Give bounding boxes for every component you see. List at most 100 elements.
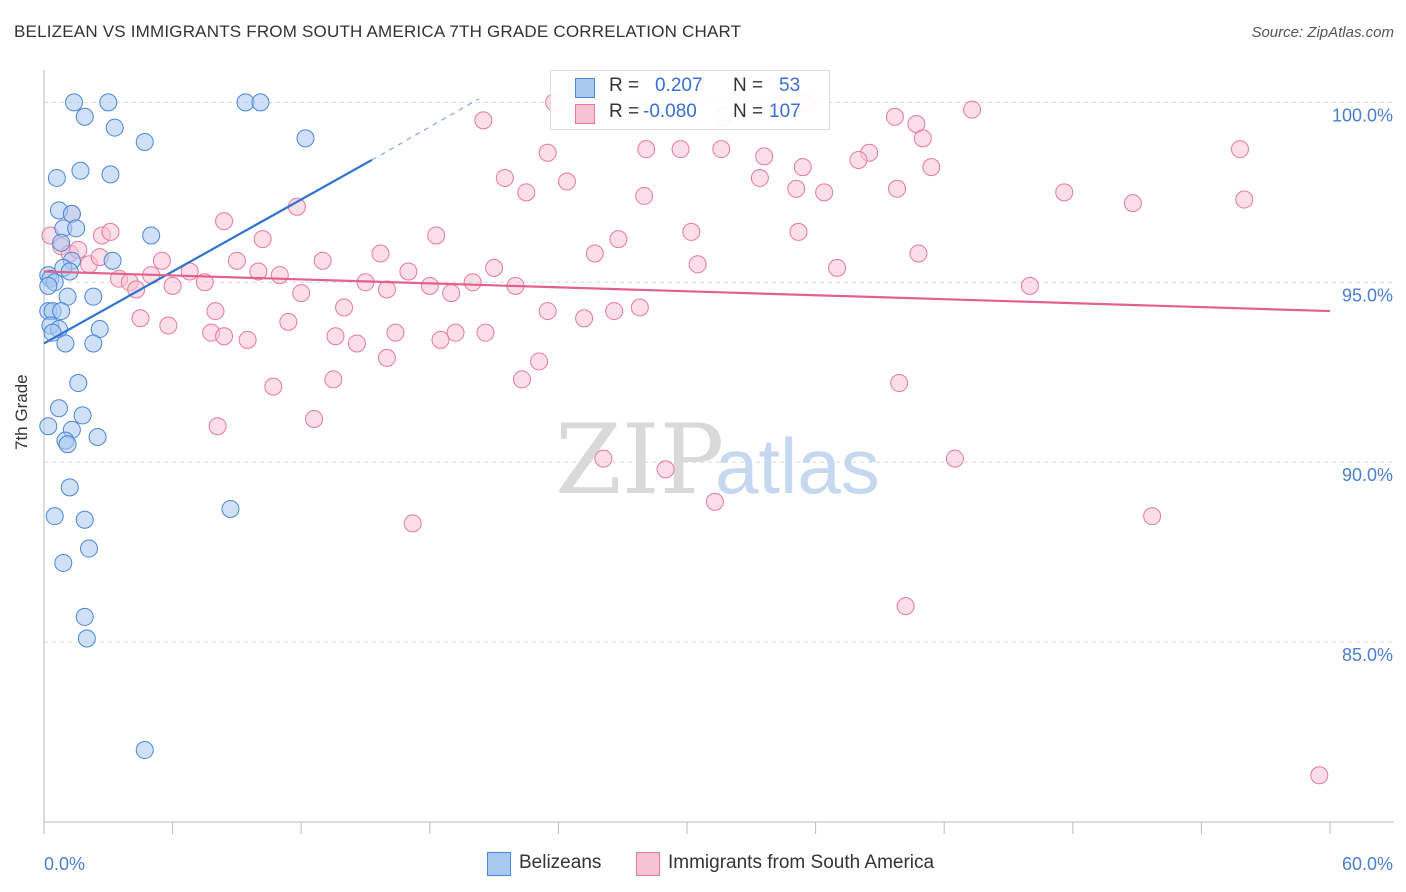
belizeans-point [99,93,118,112]
immigrants-point [705,492,724,511]
legend-swatch-pink [575,104,595,124]
immigrants-point [377,348,396,367]
immigrants-point [495,168,514,187]
immigrants-point [292,284,311,303]
immigrants-point [538,302,557,321]
immigrants-point [517,183,536,202]
immigrants-point [789,222,808,241]
immigrants-point [913,129,932,148]
source-label: Source: ZipAtlas.com [1251,24,1394,41]
belizeans-point [135,741,154,760]
belizeans-point [236,93,255,112]
immigrants-point [755,147,774,166]
immigrants-point [656,460,675,479]
legend-n-label: N = [733,101,764,122]
immigrants-point [485,258,504,277]
immigrants-point [849,150,868,169]
belizeans-point [60,478,79,497]
belizeans-point [135,132,154,151]
immigrants-point [585,244,604,263]
axes [43,70,1394,834]
watermark: ZIP atlas [555,404,880,516]
legend-n-label: N = [733,75,764,96]
immigrants-point [159,316,178,335]
immigrants-point [215,327,234,346]
belizeans-point [84,334,103,353]
belizeans-point [67,219,86,238]
immigrants-point [1143,507,1162,526]
correlation-legend: R = 0.207 N = 53 R = -0.080 N = 107 [550,70,830,130]
immigrants-point [885,107,904,126]
immigrants-point [431,330,450,349]
immigrants-point [195,273,214,292]
immigrants-point [1230,140,1249,159]
immigrants-point [335,298,354,317]
immigrants-point [1235,190,1254,209]
belizeans-point [88,428,107,447]
immigrants-point [890,374,909,393]
belizeans-point [296,129,315,148]
legend-r-label: R = [609,101,640,122]
immigrants-point [371,244,390,263]
belizeans-point [39,276,58,295]
immigrants-point [215,212,234,231]
belizeans-point [75,510,94,529]
legend-n-value: 53 [779,75,801,96]
bottom-legend-swatch-blue [487,852,511,876]
immigrants-point [815,183,834,202]
immigrants-point [557,172,576,191]
belizeans-point [52,233,71,252]
immigrants-point [264,377,283,396]
immigrants-point [530,352,549,371]
immigrants-point [630,298,649,317]
belizeans-point [101,165,120,184]
immigrants-point [227,251,246,270]
belizeans-point [65,93,84,112]
immigrants-point [888,179,907,198]
immigrants-point [945,449,964,468]
immigrants-point [594,449,613,468]
immigrants-point [208,417,227,436]
immigrants-trend-line [43,270,1331,313]
immigrants-point [682,222,701,241]
belizeans-point [84,287,103,306]
immigrants-point [420,276,439,295]
x-tick-label: 0.0% [44,854,85,874]
immigrants-point [963,100,982,119]
immigrants-point [538,143,557,162]
belizeans-point [251,93,270,112]
immigrants-point [324,370,343,389]
immigrants-point [377,280,396,299]
y-tick-label: 100.0% [1332,105,1393,125]
y-tick-label: 95.0% [1342,285,1393,305]
immigrants-point [1055,183,1074,202]
bottom-legend-label: Immigrants from South America [668,852,935,873]
immigrants-point [326,327,345,346]
immigrants-point [671,140,690,159]
belizeans-point [103,251,122,270]
immigrants-point [279,312,298,331]
immigrants-point [787,179,806,198]
y-tick-label: 85.0% [1342,645,1393,665]
immigrants-point [909,244,928,263]
belizeans-point [221,499,240,518]
immigrants-point [206,302,225,321]
immigrants-point [476,323,495,342]
immigrants-point [270,266,289,285]
belizeans-point [58,435,77,454]
immigrants-point [347,334,366,353]
y-tick-label: 90.0% [1342,465,1393,485]
immigrants-point [427,226,446,245]
belizeans-point [50,399,69,418]
belizeans-point [75,607,94,626]
immigrants-point [305,410,324,429]
immigrants-point [163,276,182,295]
immigrants-point [575,309,594,328]
x-tick-label: 60.0% [1342,854,1393,874]
immigrants-point [922,158,941,177]
belizeans-point [105,118,124,137]
immigrants-point [828,258,847,277]
series-belizeans-points [39,93,315,760]
watermark-zip: ZIP [555,404,724,516]
trend-lines [43,98,1331,345]
